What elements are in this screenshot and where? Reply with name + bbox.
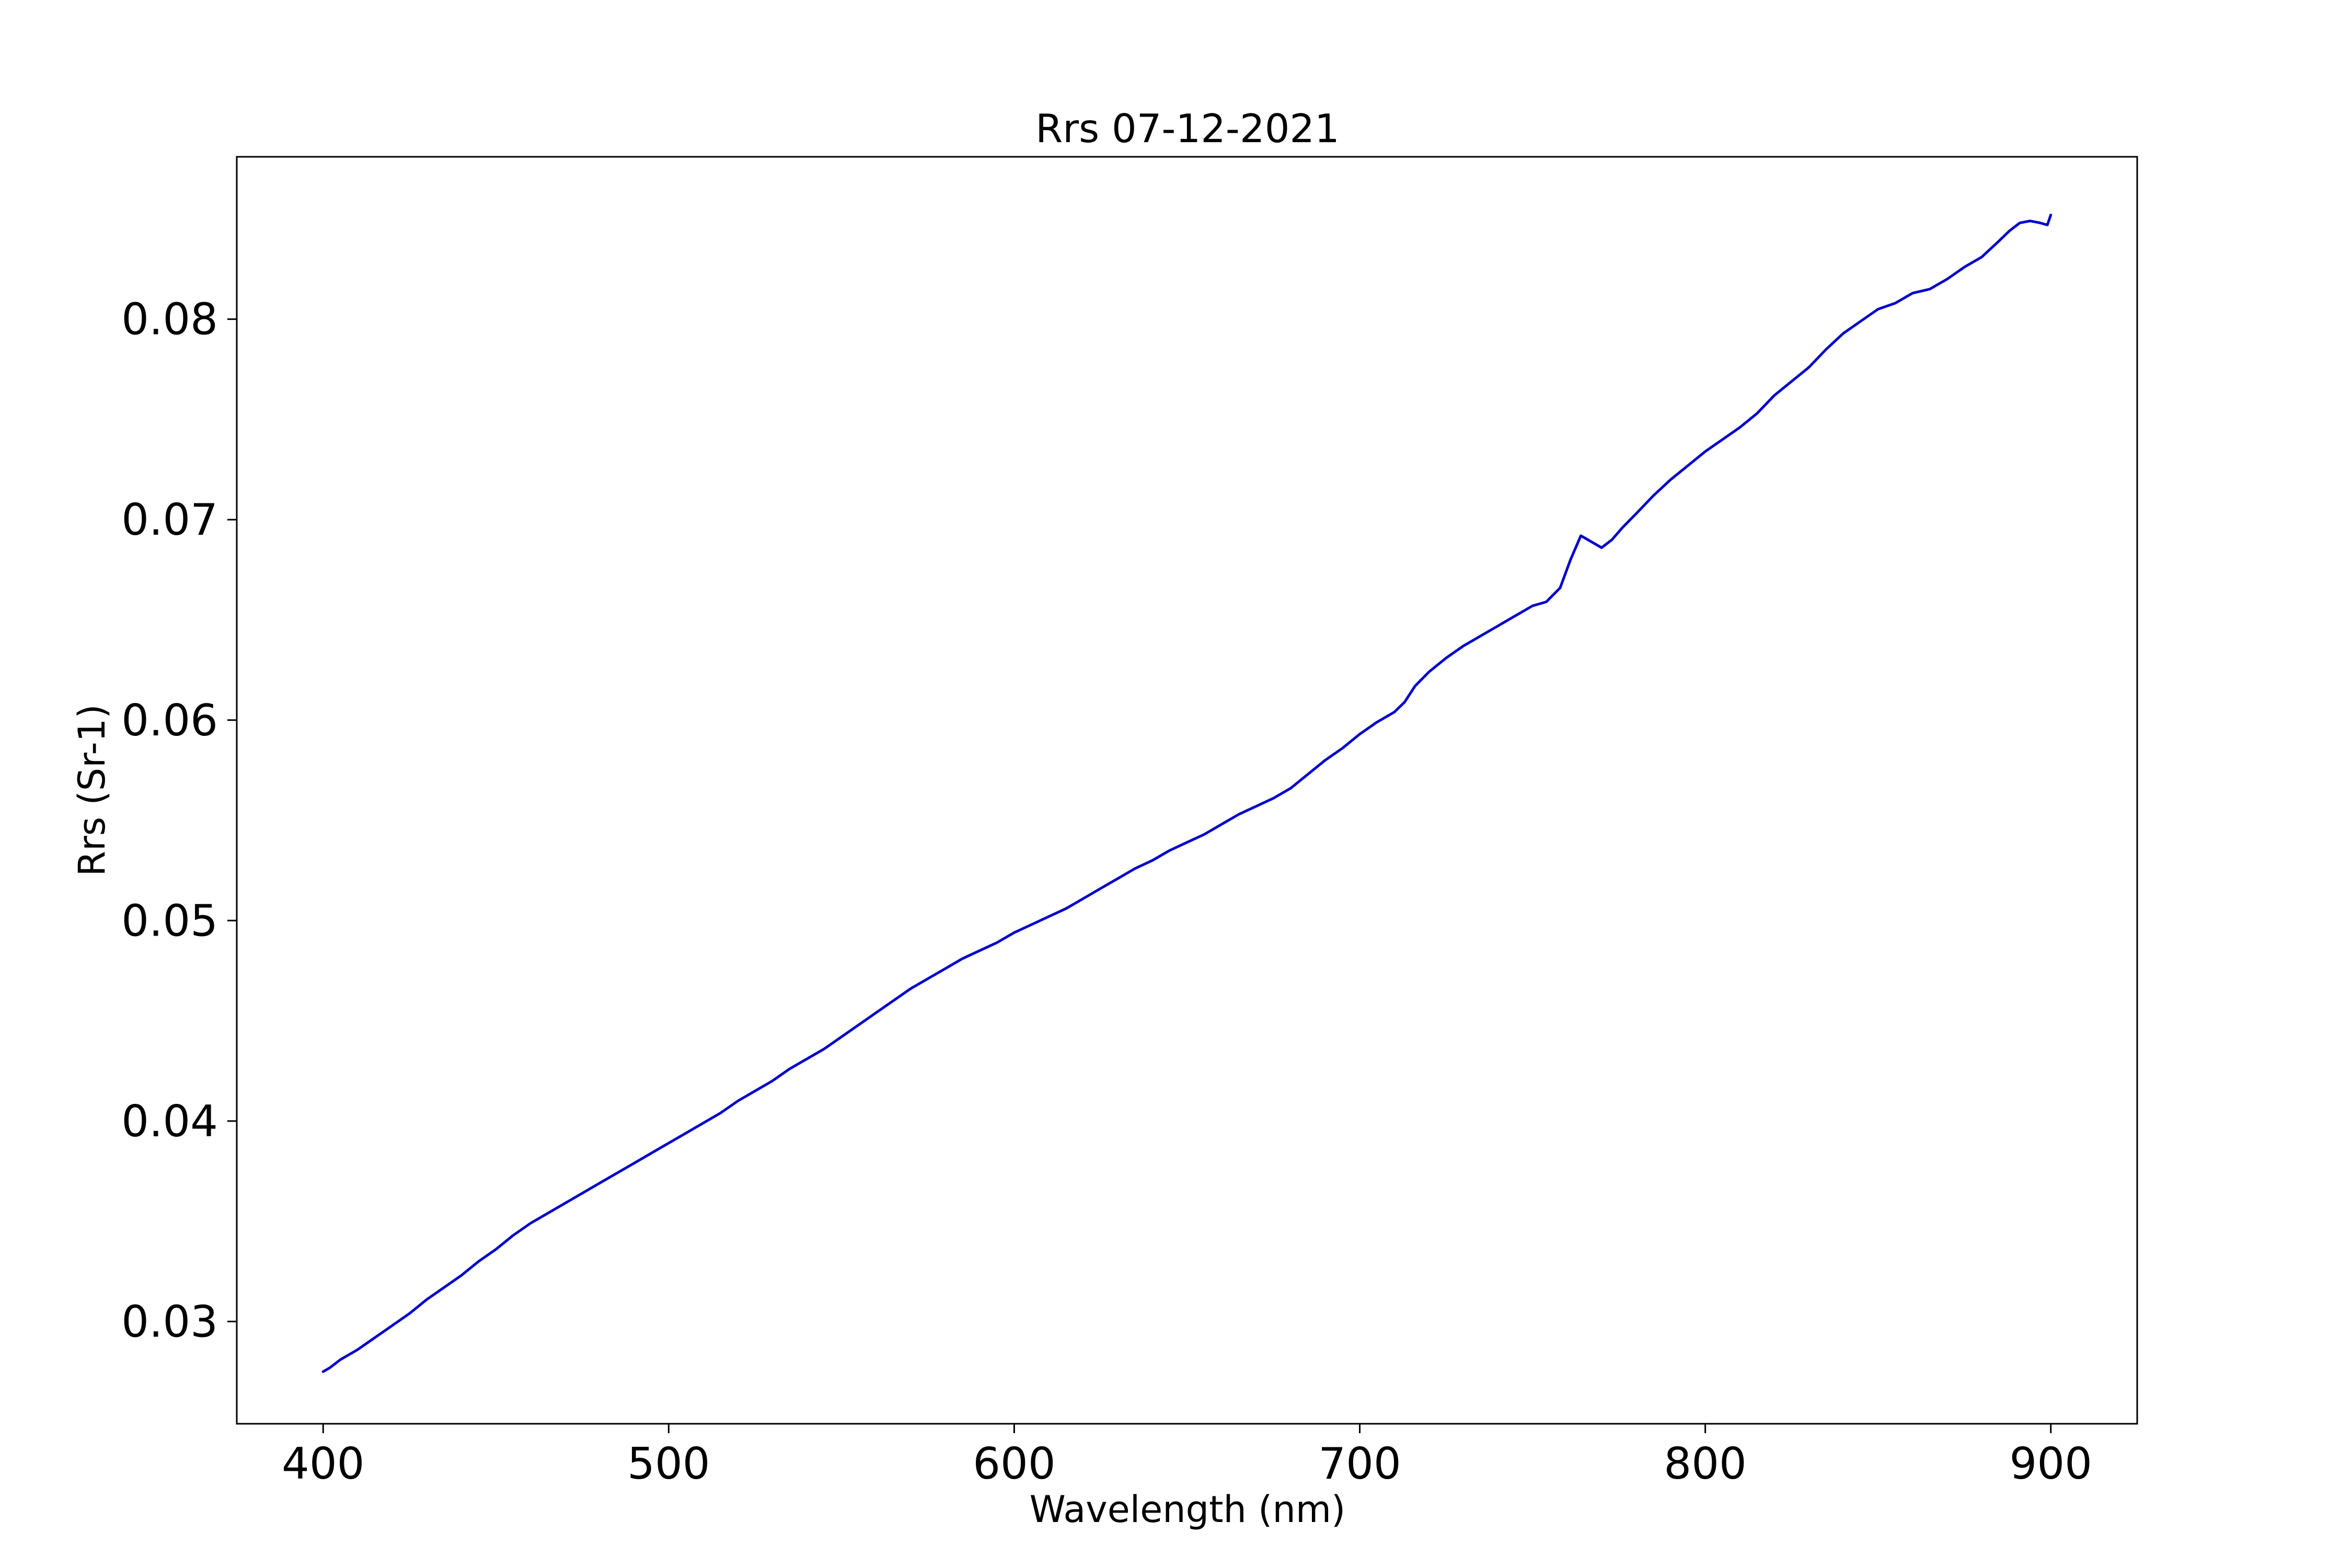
y-tick-label: 0.06 — [121, 695, 218, 746]
x-tick-label: 400 — [282, 1438, 364, 1489]
y-tick-label: 0.04 — [121, 1096, 218, 1147]
x-tick-label: 600 — [973, 1438, 1055, 1489]
rrs-series-line — [321, 213, 2053, 1373]
x-tick-label: 700 — [1318, 1438, 1401, 1489]
y-tick-label: 0.07 — [121, 494, 218, 545]
y-axis-label: Rrs (Sr-1) — [71, 704, 113, 876]
y-tick-label: 0.03 — [121, 1296, 218, 1347]
x-tick-label: 500 — [627, 1438, 710, 1489]
plot-area-frame — [236, 156, 2138, 1425]
series-group — [321, 213, 2053, 1373]
y-tick-label: 0.05 — [121, 895, 218, 946]
x-tick-label: 900 — [2010, 1438, 2092, 1489]
y-tick-label: 0.08 — [121, 294, 218, 345]
x-axis-ticks: 400 500 600 700 800 900 — [282, 1424, 2092, 1489]
y-axis-ticks: 0.03 0.04 0.05 0.06 0.07 0.08 — [121, 294, 237, 1347]
x-axis-label: Wavelength (nm) — [1030, 1488, 1346, 1531]
x-tick-label: 800 — [1664, 1438, 1746, 1489]
chart-title: Rrs 07-12-2021 — [1035, 106, 1340, 152]
